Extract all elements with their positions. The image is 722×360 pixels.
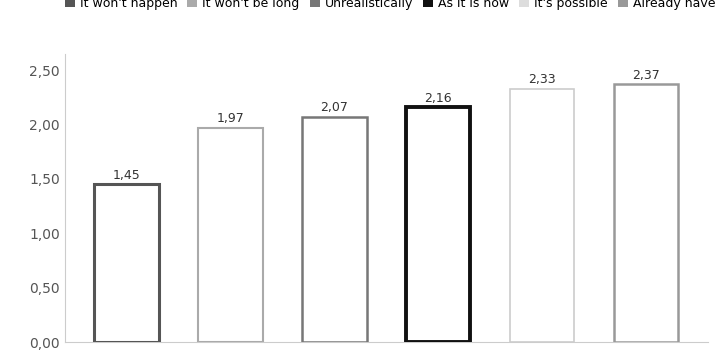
Bar: [94, 184, 159, 342]
Legend: It won't happen, It won't be long, Unrealistically, As it is now, It's possible,: It won't happen, It won't be long, Unrea…: [65, 0, 716, 10]
Text: 1,45: 1,45: [113, 169, 140, 182]
Text: 2,07: 2,07: [321, 101, 348, 114]
Bar: [406, 107, 471, 342]
Bar: [614, 85, 679, 342]
Text: 2,16: 2,16: [425, 91, 452, 104]
Text: 2,33: 2,33: [529, 73, 556, 86]
Bar: [510, 89, 575, 342]
Text: 2,37: 2,37: [632, 69, 660, 82]
Bar: [198, 128, 263, 342]
Text: 1,97: 1,97: [217, 112, 244, 125]
Bar: [302, 117, 367, 342]
